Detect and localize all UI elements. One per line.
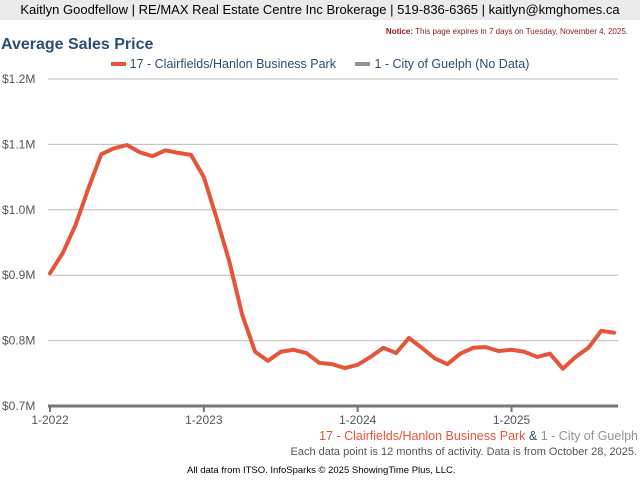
x-tick-label: 1-2025 bbox=[493, 413, 531, 427]
legend-item-guelph[interactable]: 1 - City of Guelph (No Data) bbox=[355, 57, 529, 71]
y-tick-label: $1.2M bbox=[2, 72, 35, 86]
series-line-clairfields bbox=[48, 143, 617, 371]
legend-swatch bbox=[110, 61, 126, 66]
legend-label: 17 - Clairfields/Hanlon Business Park bbox=[129, 57, 336, 71]
notice-text: This page expires in 7 days on Tuesday, … bbox=[413, 27, 628, 36]
y-tick-label: $0.7M bbox=[2, 399, 35, 413]
x-tick-label: 1-2023 bbox=[185, 413, 223, 427]
expiry-notice: Notice: This page expires in 7 days on T… bbox=[386, 27, 628, 36]
agent-header: Kaitlyn Goodfellow | RE/MAX Real Estate … bbox=[0, 0, 640, 20]
y-tick-label: $1.1M bbox=[2, 137, 35, 151]
x-tick-label: 1-2022 bbox=[31, 413, 69, 427]
legend-label: 1 - City of Guelph (No Data) bbox=[374, 57, 530, 71]
chart-legend: 17 - Clairfields/Hanlon Business Park 1 … bbox=[0, 57, 640, 71]
footer-area1: 17 - Clairfields/Hanlon Business Park bbox=[319, 429, 526, 443]
x-tick-label: 1-2024 bbox=[339, 413, 377, 427]
y-tick-label: $0.9M bbox=[2, 268, 35, 282]
legend-swatch bbox=[355, 61, 371, 66]
y-tick-label: $0.8M bbox=[2, 334, 35, 348]
footer-credit: All data from ITSO. InfoSparks © 2025 Sh… bbox=[187, 465, 456, 476]
footer-amp: & bbox=[525, 429, 541, 443]
footer-area2: 1 - City of Guelph bbox=[540, 429, 638, 443]
notice-label: Notice: bbox=[385, 27, 414, 36]
legend-item-clairfields[interactable]: 17 - Clairfields/Hanlon Business Park bbox=[110, 57, 336, 71]
footer-areas: 17 - Clairfields/Hanlon Business Park & … bbox=[319, 429, 638, 443]
chart-title: Average Sales Price bbox=[1, 36, 154, 53]
footer-note: Each data point is 12 months of activity… bbox=[290, 446, 637, 458]
y-tick-label: $1.0M bbox=[2, 203, 35, 217]
